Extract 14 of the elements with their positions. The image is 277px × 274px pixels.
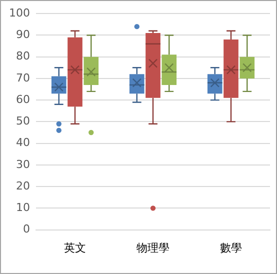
y-tick-label: 40	[16, 136, 30, 150]
y-tick-label: 70	[16, 71, 30, 84]
x-tick-label: 英文	[64, 241, 86, 254]
y-tick-label: 100	[8, 6, 30, 20]
y-tick-label: 30	[16, 158, 30, 171]
x-tick-label: 數學	[220, 241, 242, 254]
y-tick-label: 50	[16, 114, 30, 128]
x-tick-label: 物理學	[136, 241, 170, 254]
y-tick-label: 90	[16, 28, 30, 42]
y-tick-label: 10	[16, 201, 30, 214]
y-tick-label: 80	[16, 50, 30, 63]
y-tick-label: 0	[22, 222, 30, 236]
y-tick-label: 20	[16, 179, 30, 192]
y-tick-label: 60	[16, 92, 30, 106]
